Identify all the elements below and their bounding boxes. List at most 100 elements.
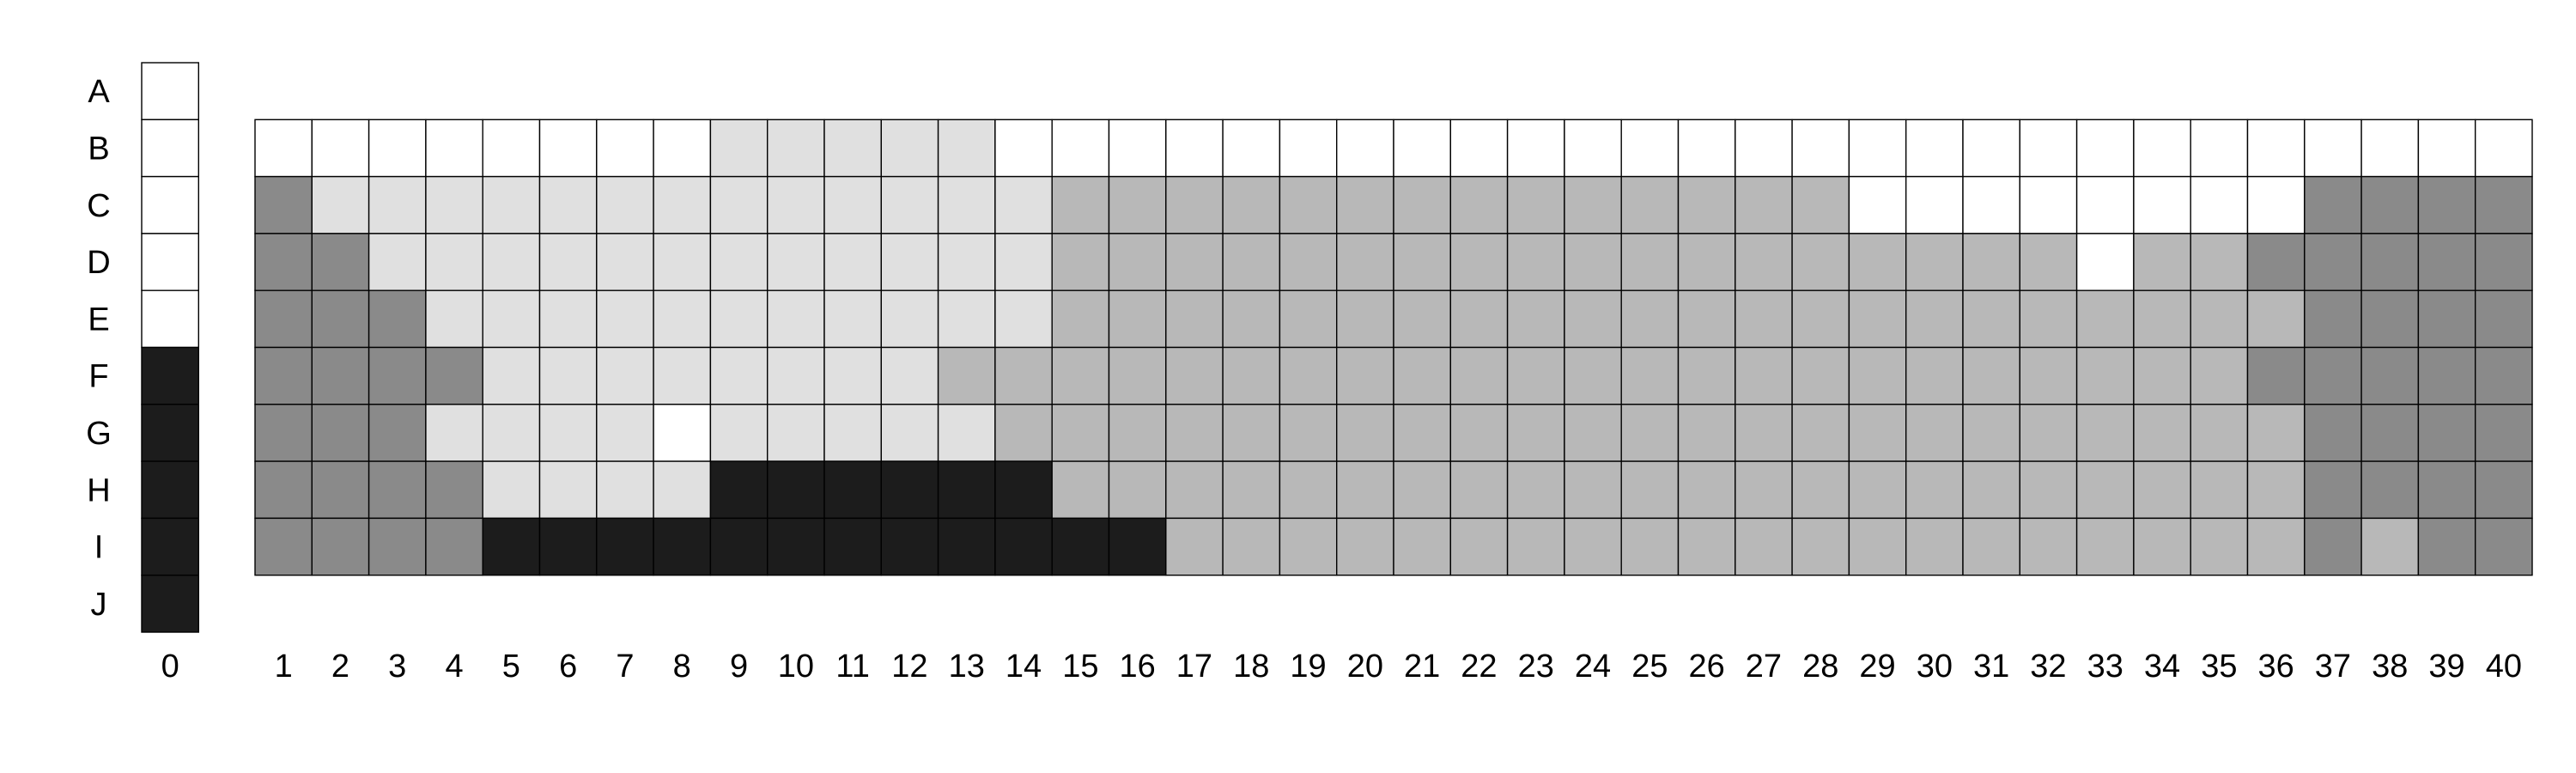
column-label: 25 (1631, 648, 1668, 685)
cell-C-39 (2417, 175, 2476, 234)
cell-C-4 (425, 175, 483, 234)
cell-B-35 (2190, 119, 2249, 178)
cell-E-22 (1449, 289, 1509, 349)
cell-I-18 (1222, 517, 1281, 576)
cell-E-30 (1905, 289, 1964, 349)
cell-F-9 (709, 346, 769, 405)
cell-F-22 (1449, 346, 1509, 405)
cell-F-13 (937, 346, 996, 405)
cell-I-17 (1165, 517, 1224, 576)
cell-B-0 (141, 119, 200, 178)
cell-H-17 (1165, 460, 1224, 520)
cell-D-38 (2360, 233, 2420, 291)
cell-G-25 (1620, 404, 1680, 462)
cell-H-36 (2246, 460, 2306, 520)
cell-H-26 (1677, 460, 1736, 520)
cell-C-21 (1393, 175, 1452, 234)
cell-F-39 (2417, 346, 2476, 405)
cell-H-15 (1051, 460, 1110, 520)
cell-C-11 (823, 175, 883, 234)
cell-H-23 (1506, 460, 1565, 520)
cell-C-17 (1165, 175, 1224, 234)
cell-I-29 (1848, 517, 1907, 576)
cell-E-36 (2246, 289, 2306, 349)
cell-B-17 (1165, 119, 1224, 178)
cell-D-4 (425, 233, 483, 291)
row-label: I (94, 530, 104, 566)
cell-H-25 (1620, 460, 1680, 520)
cell-H-0 (141, 460, 200, 520)
cell-H-31 (1962, 460, 2021, 520)
cell-B-4 (425, 119, 483, 178)
cell-E-6 (538, 289, 598, 349)
cell-E-28 (1791, 289, 1850, 349)
cell-D-39 (2417, 233, 2476, 291)
cell-H-35 (2190, 460, 2249, 520)
cell-B-37 (2304, 119, 2362, 178)
cell-F-24 (1564, 346, 1622, 405)
cell-C-34 (2133, 175, 2191, 234)
cell-C-33 (2075, 175, 2135, 234)
cell-E-0 (141, 289, 200, 349)
cell-C-35 (2190, 175, 2249, 234)
cell-B-24 (1564, 119, 1622, 178)
cell-C-10 (767, 175, 825, 234)
cell-I-4 (425, 517, 483, 576)
cell-I-39 (2417, 517, 2476, 576)
column-label: 20 (1347, 648, 1383, 685)
column-label: 39 (2428, 648, 2464, 685)
cell-G-36 (2246, 404, 2306, 462)
cell-I-23 (1506, 517, 1565, 576)
cell-C-32 (2019, 175, 2078, 234)
cell-F-8 (653, 346, 712, 405)
cell-C-38 (2360, 175, 2420, 234)
cell-C-3 (368, 175, 427, 234)
cell-F-31 (1962, 346, 2021, 405)
cell-B-40 (2474, 119, 2533, 178)
cell-D-37 (2304, 233, 2362, 291)
column-label: 6 (559, 648, 577, 685)
cell-G-14 (994, 404, 1053, 462)
cell-D-15 (1051, 233, 1110, 291)
cell-D-29 (1848, 233, 1907, 291)
cell-C-8 (653, 175, 712, 234)
cell-F-33 (2075, 346, 2135, 405)
row-label: G (86, 416, 112, 452)
cell-G-8 (653, 404, 712, 462)
row-label: D (87, 245, 110, 281)
cell-E-8 (653, 289, 712, 349)
cell-E-37 (2304, 289, 2362, 349)
cell-E-26 (1677, 289, 1736, 349)
cell-I-13 (937, 517, 996, 576)
cell-H-34 (2133, 460, 2191, 520)
cell-C-20 (1335, 175, 1394, 234)
cell-I-37 (2304, 517, 2362, 576)
cell-I-20 (1335, 517, 1394, 576)
column-label: 33 (2087, 648, 2123, 685)
column-label: 19 (1290, 648, 1326, 685)
cell-H-10 (767, 460, 825, 520)
cell-D-28 (1791, 233, 1850, 291)
cell-F-25 (1620, 346, 1680, 405)
row-label: C (87, 188, 110, 224)
cell-G-0 (141, 404, 200, 462)
cell-G-39 (2417, 404, 2476, 462)
cell-E-15 (1051, 289, 1110, 349)
cell-D-26 (1677, 233, 1736, 291)
cell-C-24 (1564, 175, 1622, 234)
cell-F-17 (1165, 346, 1224, 405)
cell-D-7 (596, 233, 654, 291)
cell-H-2 (311, 460, 370, 520)
cell-B-36 (2246, 119, 2306, 178)
row-label: J (91, 587, 107, 623)
cell-H-33 (2075, 460, 2135, 520)
cell-H-29 (1848, 460, 1907, 520)
cell-B-8 (653, 119, 712, 178)
cell-D-13 (937, 233, 996, 291)
cell-B-31 (1962, 119, 2021, 178)
cell-E-17 (1165, 289, 1224, 349)
cell-C-6 (538, 175, 598, 234)
cell-H-19 (1279, 460, 1338, 520)
cell-C-19 (1279, 175, 1338, 234)
column-label: 30 (1917, 648, 1953, 685)
